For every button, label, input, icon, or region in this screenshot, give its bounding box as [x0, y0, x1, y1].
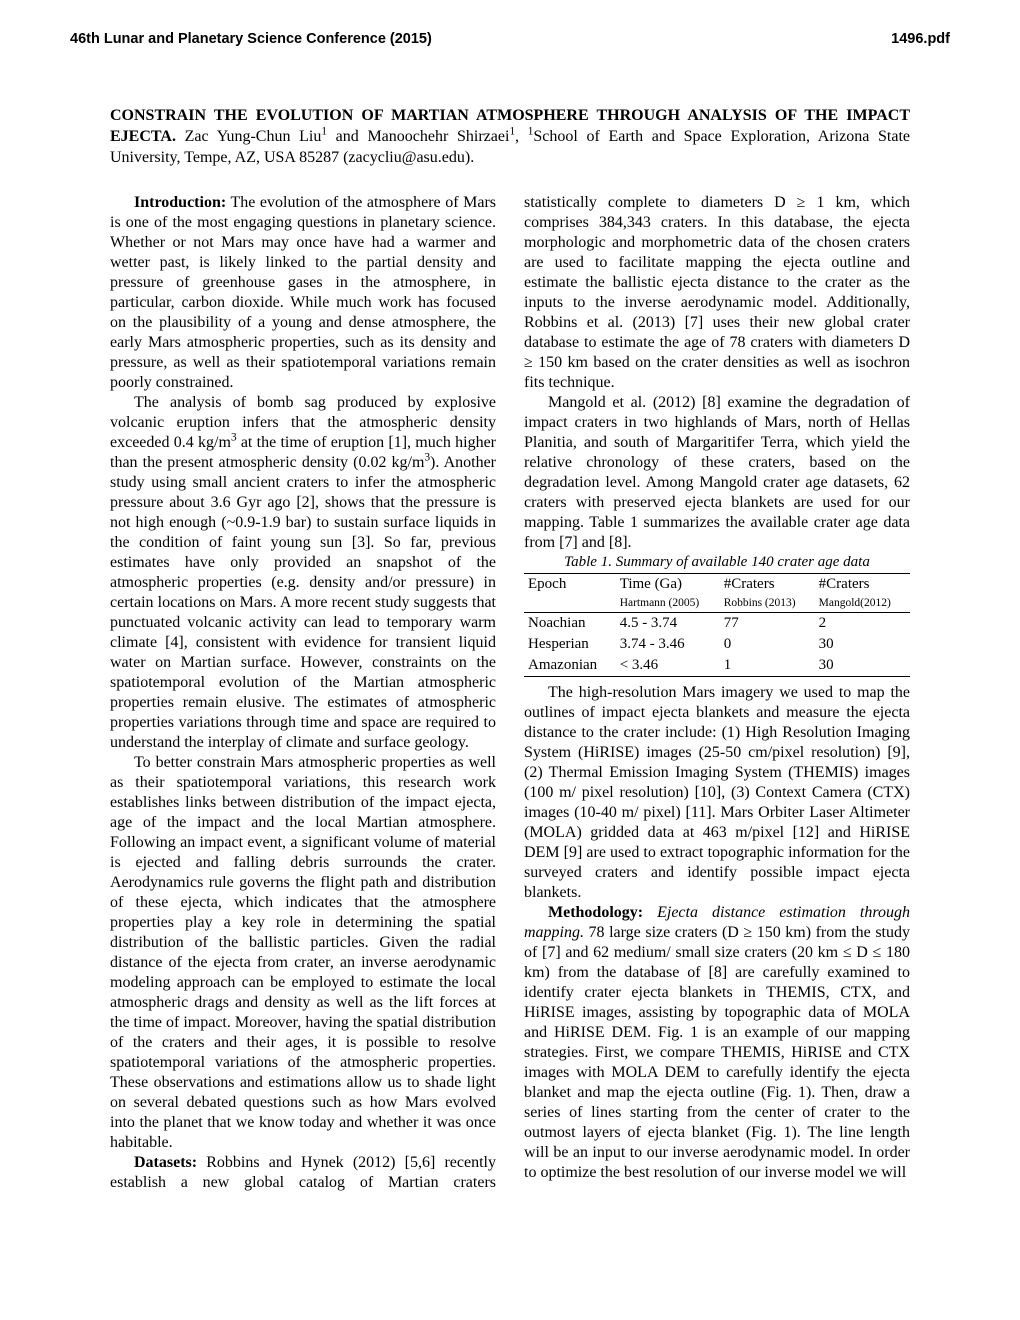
cell-mangold: 30 — [815, 634, 910, 655]
cell-mangold: 2 — [815, 613, 910, 634]
cell-time: < 3.46 — [616, 655, 720, 676]
intro-heading: Introduction: — [134, 194, 226, 211]
intro-paragraph-3: To better constrain Mars atmospheric pro… — [110, 753, 496, 1153]
cell-time: 3.74 - 3.46 — [616, 634, 720, 655]
table-row: Hesperian 3.74 - 3.46 0 30 — [524, 634, 910, 655]
subcol-blank — [524, 595, 616, 613]
datasets-paragraph-2: Mangold et al. (2012) [8] examine the de… — [524, 393, 910, 553]
cell-epoch: Amazonian — [524, 655, 616, 676]
author-2: and Manoochehr Shirzaei — [327, 128, 509, 145]
table-row: Amazonian < 3.46 1 30 — [524, 655, 910, 676]
post-table-paragraph: The high-resolution Mars imagery we used… — [524, 683, 910, 903]
title-block: CONSTRAIN THE EVOLUTION OF MARTIAN ATMOS… — [110, 106, 910, 168]
intro-text-2c: ). Another study using small ancient cra… — [110, 454, 496, 751]
authors-sep: , — [515, 128, 528, 145]
intro-paragraph-1: Introduction: The evolution of the atmos… — [110, 193, 496, 393]
cell-time: 4.5 - 3.74 — [616, 613, 720, 634]
col-time: Time (Ga) — [616, 574, 720, 595]
pdf-label: 1496.pdf — [891, 30, 950, 48]
table-caption: Table 1. Summary of available 140 crater… — [524, 553, 910, 574]
methodology-paragraph: Methodology: Ejecta distance estimation … — [524, 903, 910, 1183]
authors: Zac Yung-Chun Liu1 and Manoochehr Shirza… — [110, 128, 910, 166]
cell-robbins: 1 — [720, 655, 815, 676]
intro-text-1: The evolution of the atmosphere of Mars … — [110, 194, 496, 391]
intro-paragraph-2: The analysis of bomb sag produced by exp… — [110, 393, 496, 753]
methodology-heading: Methodology: — [548, 904, 643, 921]
author-1: Zac Yung-Chun Liu — [176, 128, 321, 145]
col-craters-1: #Craters — [720, 574, 815, 595]
cell-epoch: Hesperian — [524, 634, 616, 655]
methodology-text-1: 78 large size craters (D ≥ 150 km) from … — [524, 924, 910, 1181]
body-columns: Introduction: The evolution of the atmos… — [110, 193, 910, 1193]
table-subheader-row: Hartmann (2005) Robbins (2013) Mangold(2… — [524, 595, 910, 613]
datasets-heading: Datasets: — [134, 1154, 197, 1171]
table-header-row: Epoch Time (Ga) #Craters #Craters — [524, 574, 910, 595]
cell-epoch: Noachian — [524, 613, 616, 634]
subcol-mangold: Mangold(2012) — [815, 595, 910, 613]
cell-robbins: 0 — [720, 634, 815, 655]
col-craters-2: #Craters — [815, 574, 910, 595]
page-header: 46th Lunar and Planetary Science Confere… — [70, 30, 950, 48]
subcol-robbins: Robbins (2013) — [720, 595, 815, 613]
cell-mangold: 30 — [815, 655, 910, 676]
crater-age-table: Table 1. Summary of available 140 crater… — [524, 553, 910, 677]
col-epoch: Epoch — [524, 574, 616, 595]
table-row: Noachian 4.5 - 3.74 77 2 — [524, 613, 910, 634]
subcol-hartmann: Hartmann (2005) — [616, 595, 720, 613]
cell-robbins: 77 — [720, 613, 815, 634]
conference-name: 46th Lunar and Planetary Science Confere… — [70, 30, 432, 48]
